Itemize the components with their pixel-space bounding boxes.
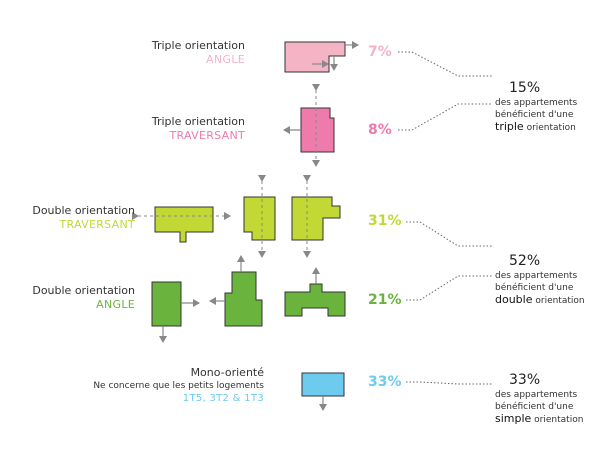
label-line1: Triple orientation (151, 39, 245, 52)
summary-double: 52% des appartements bénéficient d'une d… (495, 253, 585, 307)
leader-31 (406, 221, 492, 247)
summary-line1: des appartements (495, 390, 578, 400)
summary-rest: orientation (523, 123, 576, 133)
label-line1b: Ne concerne que les petits logements (93, 381, 264, 391)
label-line1: Double orientation (32, 284, 135, 297)
percent-triple-traversant: 8% (368, 122, 392, 138)
double-angle-shape-3 (284, 283, 346, 317)
mono-shape (301, 372, 345, 397)
triple-traversant-plan (283, 84, 335, 167)
leader-8 (398, 103, 492, 131)
summary-rest: orientation (532, 296, 585, 306)
summary-line2: bénéficient d'une (495, 110, 574, 120)
double-traversant-plan-1 (132, 206, 231, 243)
leader-7 (398, 51, 492, 77)
triple-angle-plan (284, 41, 359, 73)
label-triple-traversant: Triple orientation TRAVERSANT (152, 115, 245, 143)
summary-simple: 33% des appartements bénéficient d'une s… (495, 372, 583, 426)
double-traversant-shape-3 (291, 196, 341, 241)
mono-plan (301, 372, 345, 411)
leader-lines (398, 51, 492, 385)
double-angle-plan-3 (284, 267, 346, 317)
percent-double-traversant: 31% (368, 213, 402, 229)
label-line1: Mono-orienté (190, 366, 264, 379)
label-mono: Mono-orienté Ne concerne que les petits … (93, 366, 264, 406)
label-line2: ANGLE (206, 53, 245, 66)
label-line1: Triple orientation (151, 115, 245, 128)
label-double-angle: Double orientation ANGLE (32, 284, 135, 312)
leader-21 (406, 275, 492, 301)
summary-rest: orientation (531, 415, 584, 425)
label-double-traversant: Double orientation TRAVERSANT (32, 204, 135, 232)
summary-keyword: triple (495, 120, 524, 133)
label-line1: Double orientation (32, 204, 135, 217)
summary-line3: simple orientation (495, 413, 583, 426)
leader-33 (406, 381, 492, 385)
double-angle-plan-2 (209, 255, 263, 327)
double-angle-shape-2 (224, 271, 263, 327)
triple-traversant-shape (300, 107, 335, 153)
percent-mono: 33% (368, 374, 402, 390)
summary-keyword: simple (495, 412, 532, 425)
summary-line2: bénéficient d'une (495, 402, 574, 412)
double-traversant-plan-3 (291, 175, 341, 258)
double-traversant-shape-2 (243, 196, 276, 241)
double-angle-shape-1 (151, 281, 182, 327)
triple-angle-shape (284, 41, 346, 73)
summary-line1: des appartements (495, 271, 578, 281)
double-traversant-plan-2 (243, 175, 276, 258)
double-angle-plan-1 (151, 281, 200, 343)
summary-value: 52% (509, 253, 541, 269)
double-traversant-shape-1 (154, 206, 214, 243)
summary-value: 33% (509, 372, 541, 388)
summary-value: 15% (509, 80, 541, 96)
summary-line1: des appartements (495, 98, 578, 108)
percent-triple-angle: 7% (368, 44, 392, 60)
summary-triple: 15% des appartements bénéficient d'une t… (495, 80, 577, 134)
label-line2: 1T5, 3T2 & 1T3 (182, 393, 264, 404)
label-triple-angle: Triple orientation ANGLE (152, 39, 245, 67)
summary-line3: double orientation (495, 294, 585, 307)
percent-double-angle: 21% (368, 292, 402, 308)
summary-keyword: double (495, 293, 533, 306)
label-line2: TRAVERSANT (169, 129, 245, 142)
label-line2: ANGLE (96, 298, 135, 311)
summary-line2: bénéficient d'une (495, 283, 574, 293)
label-line2: TRAVERSANT (59, 218, 135, 231)
summary-line3: triple orientation (495, 121, 577, 134)
